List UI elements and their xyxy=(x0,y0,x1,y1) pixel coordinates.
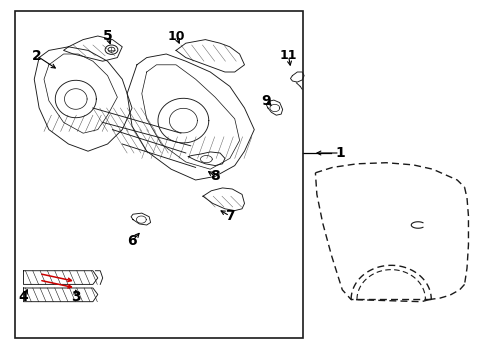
Text: 5: 5 xyxy=(102,29,112,43)
Text: 4: 4 xyxy=(19,290,28,304)
Text: 1: 1 xyxy=(334,146,344,160)
Text: 9: 9 xyxy=(261,94,271,108)
Text: 3: 3 xyxy=(71,290,81,304)
Text: 2: 2 xyxy=(32,49,41,63)
Text: 11: 11 xyxy=(279,49,297,62)
Text: 7: 7 xyxy=(224,209,234,223)
Text: 8: 8 xyxy=(210,170,220,183)
Bar xyxy=(15,11,303,338)
Text: 10: 10 xyxy=(167,30,184,42)
Text: 6: 6 xyxy=(127,234,137,248)
